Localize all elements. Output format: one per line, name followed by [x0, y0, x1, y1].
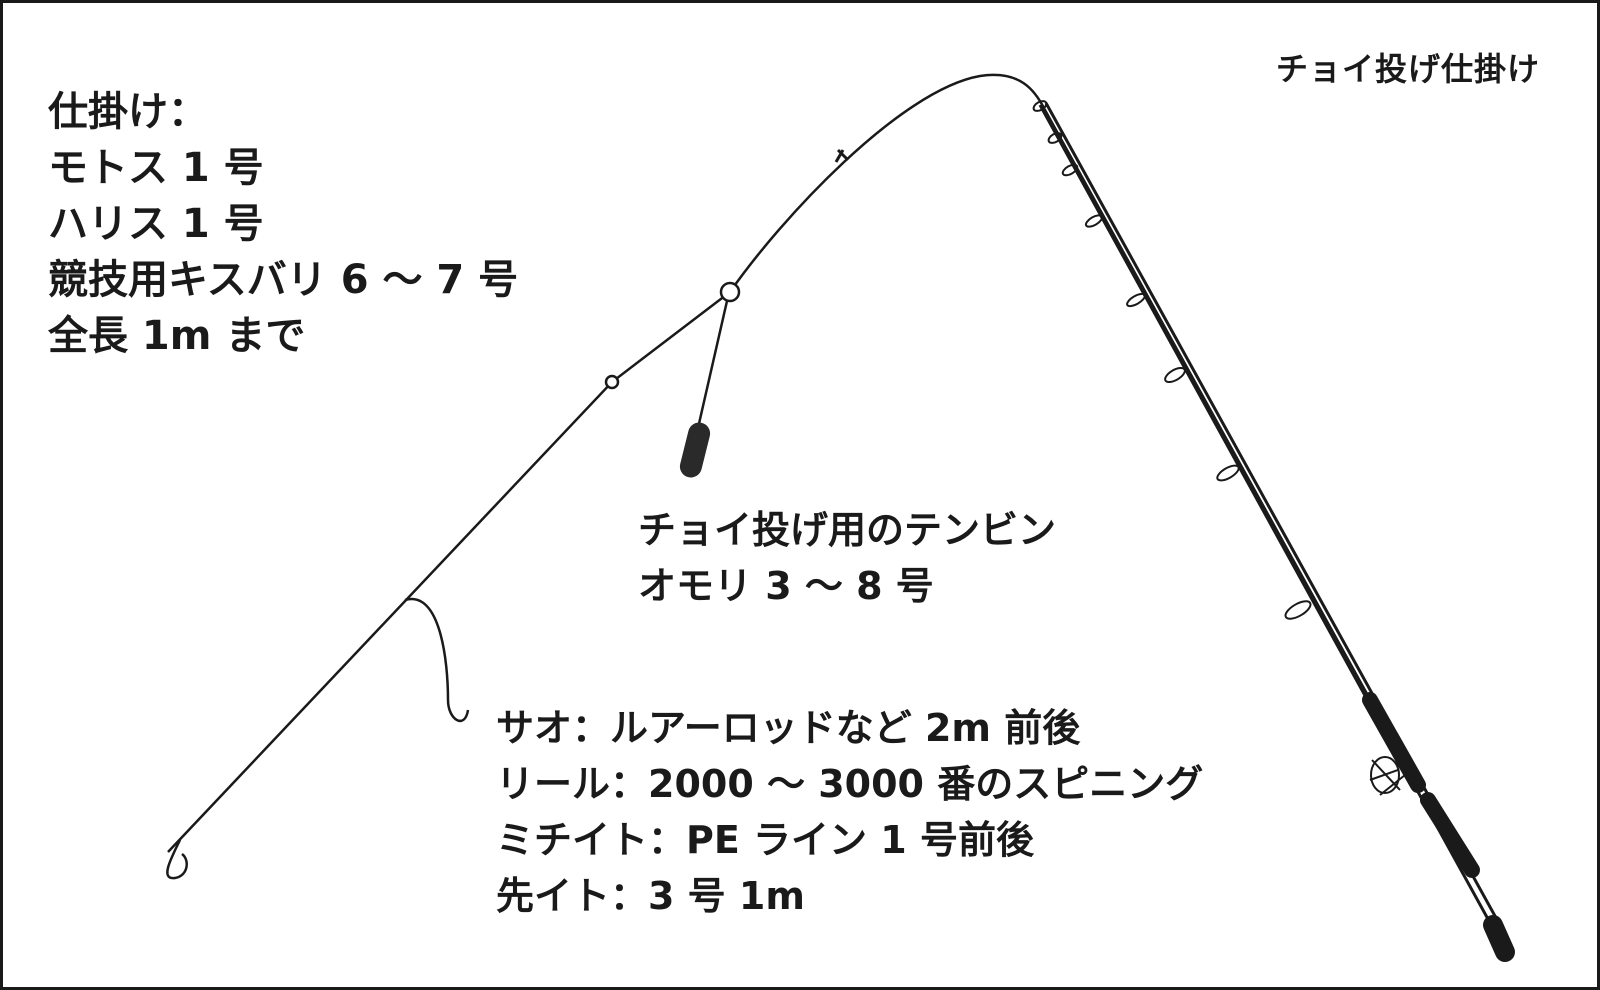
tenbin-swivel	[719, 281, 741, 303]
tenbin-arm	[696, 300, 729, 429]
rod-guide	[1284, 600, 1312, 620]
rod-guides	[1032, 100, 1312, 620]
spinning-reel	[1369, 756, 1406, 796]
tackle-spec: サオ：ルアーロッドなど 2m 前後 リール：2000 ～ 3000 番のスピニン…	[496, 700, 1203, 924]
sinker-label: チョイ投げ用のテンビン オモリ 3 ～ 8 号	[638, 502, 1056, 614]
rig-spec-line: モトス 1 号	[48, 145, 264, 191]
rod-guide	[1047, 132, 1063, 144]
branch-line-hook	[404, 597, 470, 723]
tackle-spec-line: サオ：ルアーロッドなど 2m 前後	[496, 706, 1081, 750]
sinker-label-line: チョイ投げ用のテンビン	[638, 508, 1057, 552]
tackle-spec-line: リール：2000 ～ 3000 番のスピニング	[496, 762, 1204, 806]
line-knot	[834, 148, 850, 163]
rod-rear-grip	[1420, 792, 1480, 878]
tackle-spec-line: ミチイト：PE ライン 1 号前後	[496, 818, 1034, 862]
rod-guide	[1164, 367, 1186, 384]
rod-guide	[1216, 464, 1240, 482]
rig-spec-line: 競技用キスバリ 6 ～ 7 号	[48, 257, 519, 303]
rod-guide	[1032, 100, 1048, 112]
main-line	[167, 73, 1422, 853]
rig-spec-line: 全長 1m まで	[48, 313, 306, 359]
rod-guide	[1061, 163, 1079, 177]
rig-spec: 仕掛け： モトス 1 号 ハリス 1 号 競技用キスバリ 6 ～ 7 号 全長 …	[48, 84, 518, 364]
tackle-spec-line: 先イト：3 号 1m	[496, 874, 805, 918]
leader-swivel	[604, 374, 620, 390]
rod-guide	[1126, 292, 1146, 308]
rod-fore-grip	[1362, 692, 1426, 793]
end-hook	[166, 839, 188, 880]
rod-guide	[1084, 214, 1104, 228]
rig-spec-line: ハリス 1 号	[48, 201, 264, 247]
sinker	[679, 422, 711, 478]
sinker-label-line: オモリ 3 ～ 8 号	[638, 564, 934, 608]
rod-butt-cap	[1483, 915, 1515, 962]
diagram-title: チョイ投げ仕掛け	[1275, 50, 1540, 88]
rig-spec-line: 仕掛け：	[48, 89, 208, 135]
